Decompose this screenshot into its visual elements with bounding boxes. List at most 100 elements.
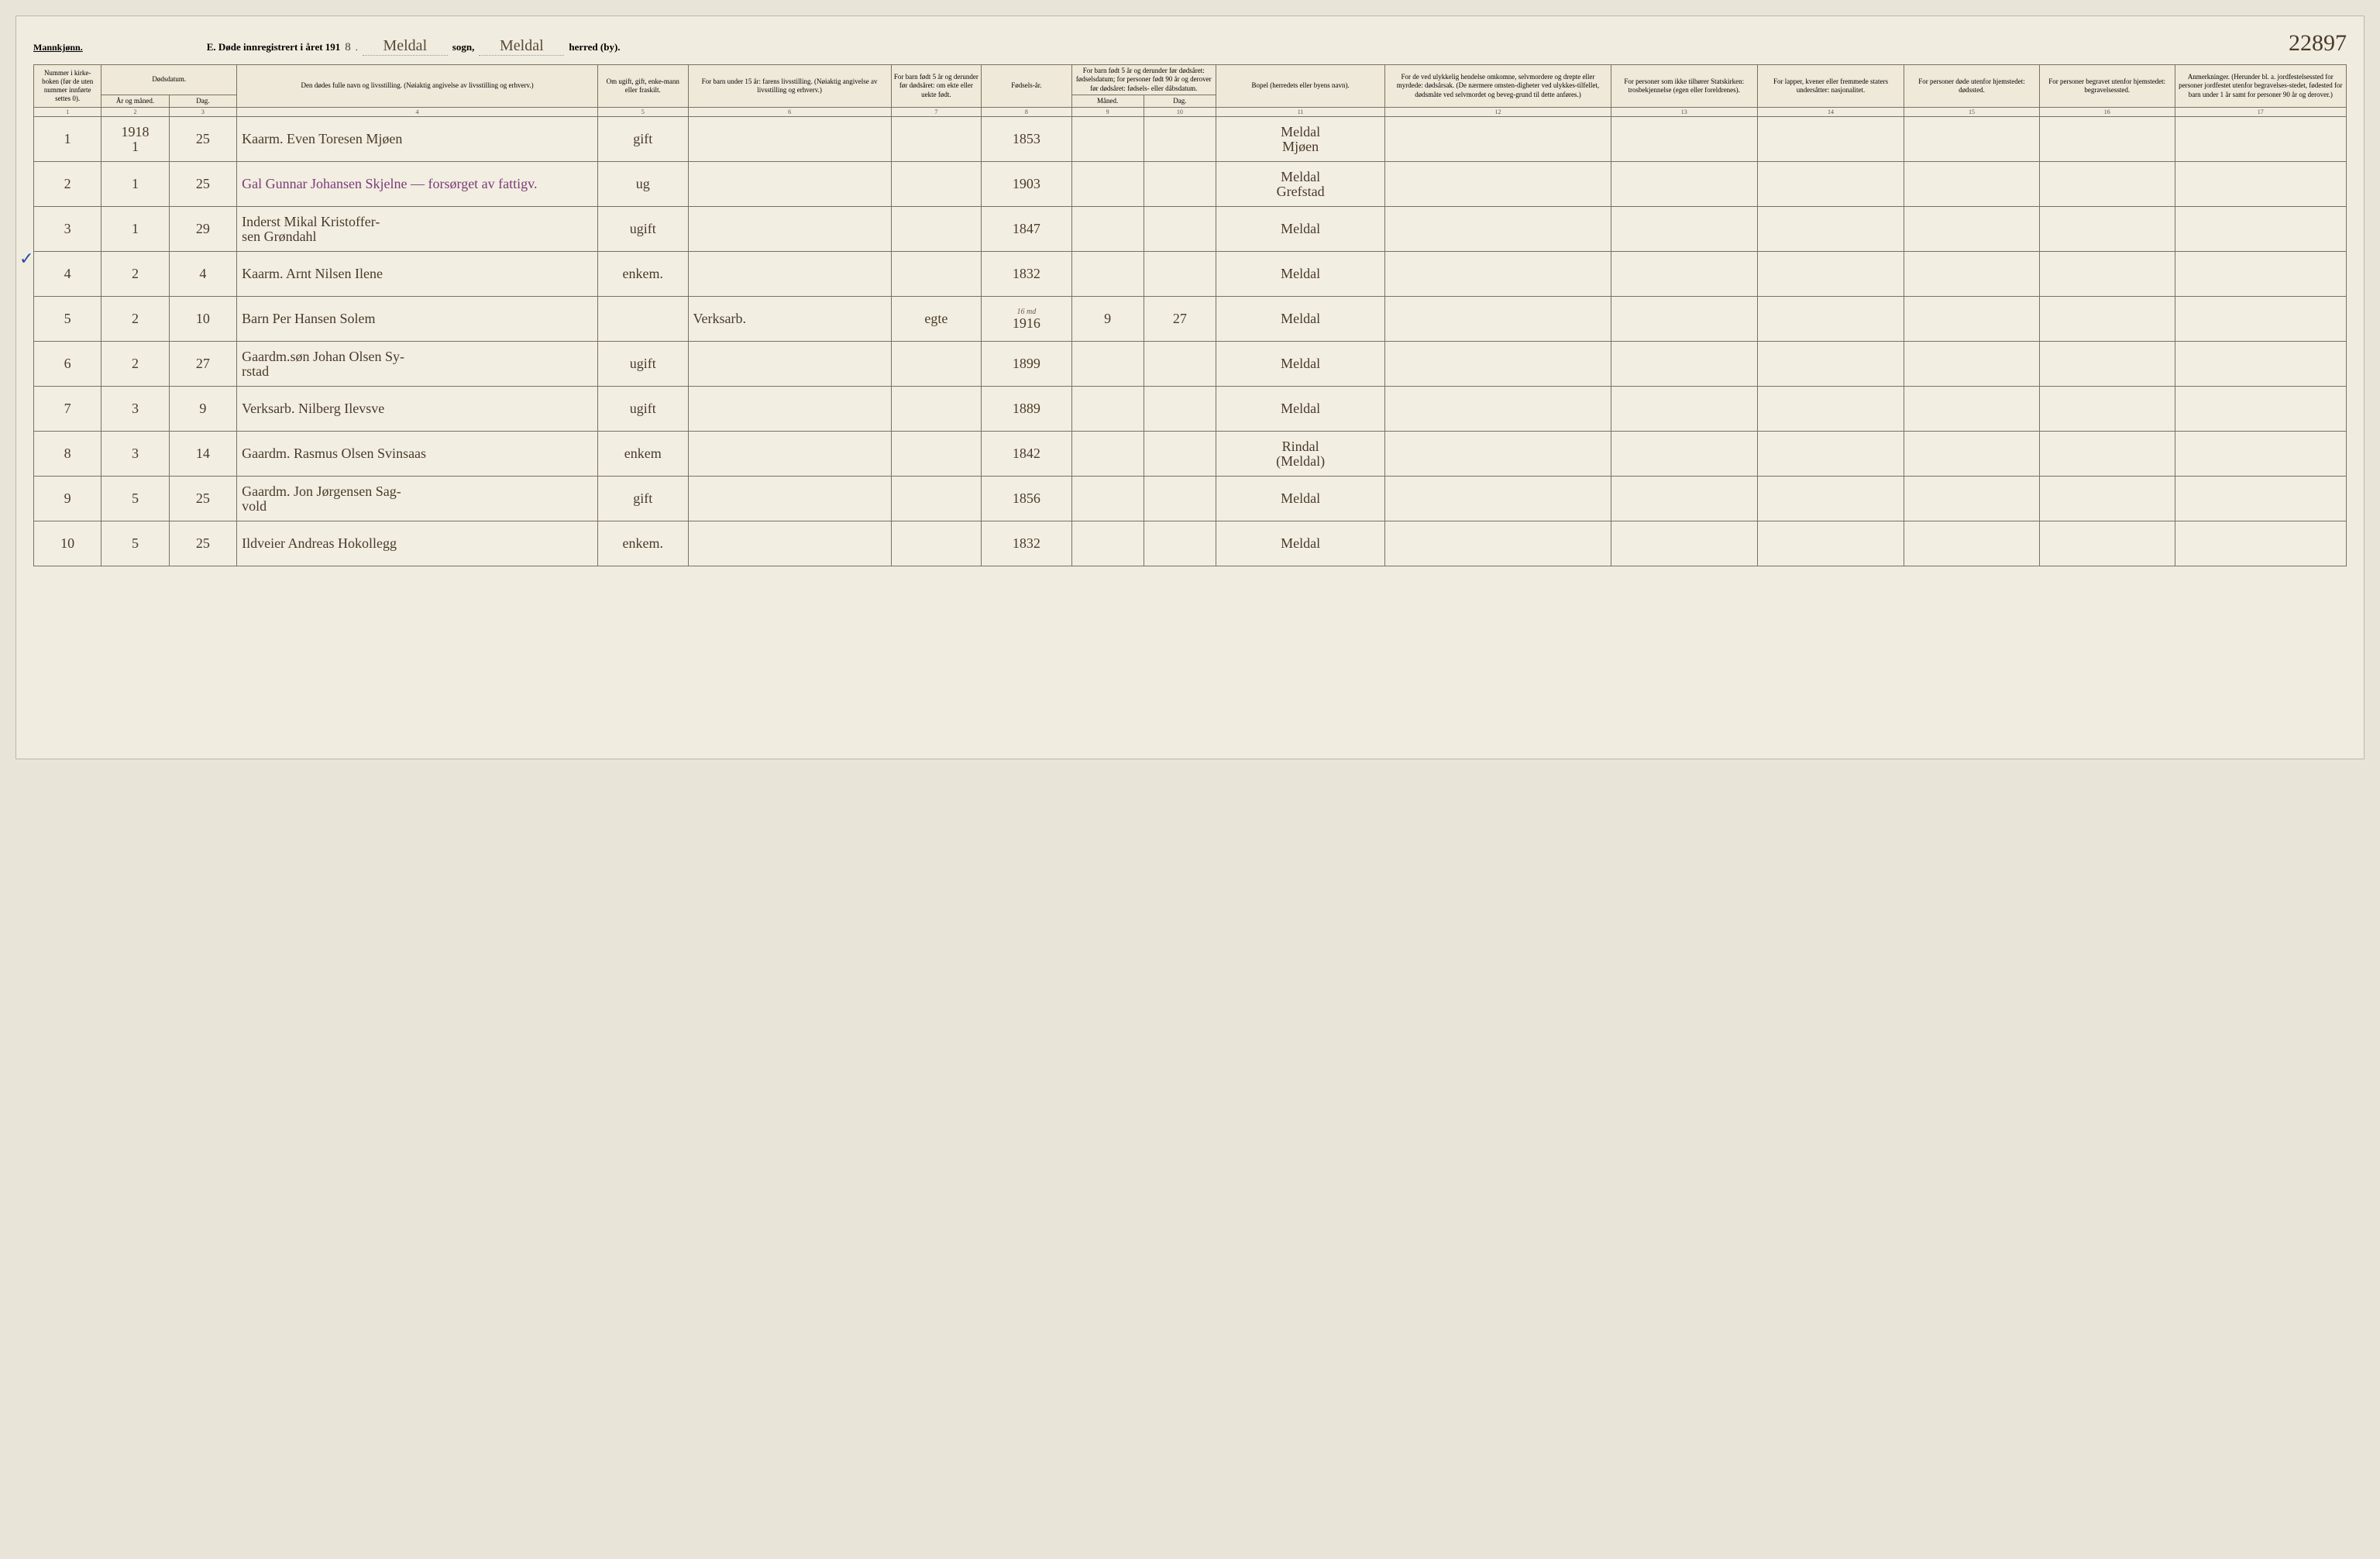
cell-day: 4 — [169, 252, 236, 297]
cell-deathplace — [1904, 387, 2040, 432]
handwriting: egte — [924, 311, 948, 326]
cell-number: 7 — [34, 387, 101, 432]
handwriting: Meldal — [1281, 221, 1320, 236]
col-header: For personer som ikke tilhører Statskirk… — [1611, 65, 1757, 108]
cell-name: Ildveier Andreas Hokollegg — [237, 521, 598, 566]
register-page: ✓ Mannkjønn. E. Døde innregistrert i åre… — [15, 15, 2365, 759]
handwriting: Meldal — [1281, 490, 1320, 506]
cell-name: Gal Gunnar Johansen Skjelne — forsørget … — [237, 162, 598, 207]
cell-burialplace — [2039, 207, 2175, 252]
handwriting: 2 — [132, 311, 139, 326]
col-header: For barn født 5 år og derunder før dødså… — [891, 65, 981, 108]
cell-day: 27 — [169, 342, 236, 387]
cell-birth-month — [1071, 117, 1144, 162]
cell-day: 9 — [169, 387, 236, 432]
col-header: For personer døde utenfor hjemstedet: dø… — [1904, 65, 2040, 108]
cell-nationality — [1757, 207, 1904, 252]
table-row: 9525Gaardm. Jon Jørgensen Sag- voldgift1… — [34, 477, 2347, 521]
cell-day: 29 — [169, 207, 236, 252]
handwriting: 9 — [64, 490, 71, 506]
col-header: Bopel (herredets eller byens navn). — [1216, 65, 1384, 108]
cell-status: gift — [598, 117, 688, 162]
cell-remarks — [2175, 207, 2346, 252]
handwriting: Verksarb. Nilberg Ilevsve — [242, 401, 384, 416]
cell-faith — [1611, 117, 1757, 162]
handwriting: Meldal — [1281, 266, 1320, 281]
colnum: 5 — [598, 108, 688, 117]
cell-deathplace — [1904, 117, 2040, 162]
cell-name: Kaarm. Even Toresen Mjøen — [237, 117, 598, 162]
colnum: 3 — [169, 108, 236, 117]
cell-legit — [891, 432, 981, 477]
handwriting: 27 — [196, 356, 210, 371]
cell-year-month: 1 — [101, 207, 169, 252]
handwriting: 5 — [132, 490, 139, 506]
handwriting: 29 — [196, 221, 210, 236]
handwriting: 25 — [196, 131, 210, 146]
cell-birth-day — [1144, 117, 1216, 162]
herred-label: herred (by). — [569, 41, 620, 53]
cell-place: Meldal — [1216, 387, 1384, 432]
handwriting: 27 — [1173, 311, 1187, 326]
cell-name: Kaarm. Arnt Nilsen Ilene — [237, 252, 598, 297]
cell-burialplace — [2039, 387, 2175, 432]
handwriting: 1856 — [1013, 490, 1040, 506]
cell-name: Barn Per Hansen Solem — [237, 297, 598, 342]
cell-birthyear: 1903 — [982, 162, 1071, 207]
cell-nationality — [1757, 297, 1904, 342]
cell-birthyear: 1856 — [982, 477, 1071, 521]
cell-year-month: 1 — [101, 162, 169, 207]
cell-status: ugift — [598, 342, 688, 387]
cell-father — [688, 117, 891, 162]
colnum: 13 — [1611, 108, 1757, 117]
handwriting: 1842 — [1013, 446, 1040, 461]
cell-legit: egte — [891, 297, 981, 342]
cell-year-month: 2 — [101, 252, 169, 297]
cell-number: 4 — [34, 252, 101, 297]
handwriting: gift — [633, 131, 652, 146]
cell-cause — [1385, 477, 1611, 521]
cell-nationality — [1757, 252, 1904, 297]
table-row: 3 1 29 Inderst Mikal Kristoffer- sen Grønda… — [34, 207, 2347, 252]
cell-birth-day — [1144, 387, 1216, 432]
cell-legit — [891, 207, 981, 252]
cell-number: 3 — [34, 207, 101, 252]
table-row: 6227Gaardm.søn Johan Olsen Sy- rstadugif… — [34, 342, 2347, 387]
cell-status: enkem — [598, 432, 688, 477]
handwriting: 6 — [64, 356, 71, 371]
handwriting: 10 — [196, 311, 210, 326]
cell-birthyear: 1889 — [982, 387, 1071, 432]
cell-father — [688, 342, 891, 387]
col-header: For lapper, kvener eller fremmede stater… — [1757, 65, 1904, 108]
cell-status — [598, 297, 688, 342]
cell-father — [688, 432, 891, 477]
cell-faith — [1611, 432, 1757, 477]
handwriting: Inderst Mikal Kristoffer- sen Grøndahl — [242, 214, 380, 244]
cell-day: 25 — [169, 521, 236, 566]
cell-day: 25 — [169, 477, 236, 521]
cell-place: Meldal Grefstad — [1216, 162, 1384, 207]
colnum: 11 — [1216, 108, 1384, 117]
handwriting: 1889 — [1013, 401, 1040, 416]
col-header: For barn under 15 år: farens livsstillin… — [688, 65, 891, 108]
handwriting: 1853 — [1013, 131, 1040, 146]
cell-nationality — [1757, 342, 1904, 387]
handwriting: 9 — [199, 401, 206, 416]
cell-faith — [1611, 252, 1757, 297]
cell-status: gift — [598, 477, 688, 521]
handwriting: 1916 — [1013, 315, 1040, 331]
cell-remarks — [2175, 477, 2346, 521]
cell-cause — [1385, 117, 1611, 162]
handwriting: ugift — [630, 221, 656, 236]
handwriting: 3 — [64, 221, 71, 236]
cell-status: ug — [598, 162, 688, 207]
handwriting: 25 — [196, 535, 210, 551]
cell-place: Meldal — [1216, 207, 1384, 252]
cell-deathplace — [1904, 207, 2040, 252]
colnum: 2 — [101, 108, 169, 117]
cell-remarks — [2175, 521, 2346, 566]
cell-number: 9 — [34, 477, 101, 521]
cell-burialplace — [2039, 432, 2175, 477]
handwriting: 1832 — [1013, 266, 1040, 281]
colnum: 15 — [1904, 108, 2040, 117]
